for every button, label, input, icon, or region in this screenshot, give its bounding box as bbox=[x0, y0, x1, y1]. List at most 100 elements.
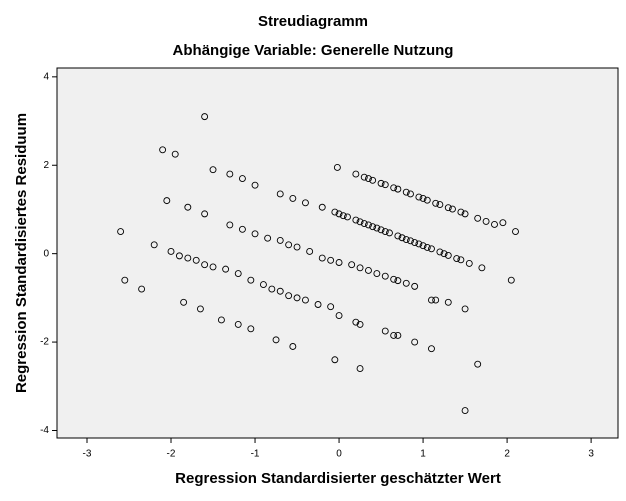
point bbox=[222, 265, 230, 273]
point bbox=[432, 296, 440, 304]
point bbox=[428, 296, 435, 304]
point bbox=[159, 146, 167, 154]
point bbox=[234, 320, 242, 328]
point bbox=[457, 256, 465, 264]
point bbox=[394, 185, 402, 193]
point bbox=[209, 263, 217, 271]
plot-area bbox=[56, 67, 619, 439]
point bbox=[184, 203, 192, 211]
point bbox=[386, 229, 393, 237]
point bbox=[474, 214, 482, 222]
point bbox=[381, 272, 389, 280]
x-tick-label: -1 bbox=[251, 449, 260, 460]
point bbox=[411, 338, 419, 346]
y-axis-label: Regression Standardisiertes Residuum bbox=[13, 113, 30, 393]
point bbox=[436, 248, 444, 256]
point bbox=[407, 237, 414, 245]
point bbox=[432, 199, 440, 207]
point bbox=[377, 226, 385, 234]
point bbox=[428, 345, 435, 353]
point bbox=[390, 331, 398, 339]
point bbox=[293, 243, 301, 251]
point bbox=[184, 254, 192, 262]
point bbox=[175, 252, 183, 260]
point bbox=[402, 188, 410, 196]
point bbox=[276, 287, 284, 295]
point bbox=[306, 248, 314, 255]
point bbox=[373, 270, 381, 278]
point bbox=[394, 232, 402, 240]
point bbox=[247, 325, 255, 333]
point bbox=[251, 230, 259, 238]
point bbox=[478, 264, 486, 272]
y-tick-label: 0 bbox=[43, 248, 49, 259]
point bbox=[356, 218, 364, 226]
point bbox=[344, 213, 351, 221]
point bbox=[201, 210, 209, 218]
point bbox=[348, 261, 356, 269]
point bbox=[276, 190, 284, 198]
point bbox=[163, 197, 171, 205]
point bbox=[331, 356, 339, 364]
point bbox=[276, 236, 284, 244]
point bbox=[449, 205, 456, 213]
point bbox=[440, 250, 448, 258]
point bbox=[394, 331, 402, 339]
point bbox=[293, 294, 301, 302]
x-tick-label: 3 bbox=[588, 449, 594, 460]
point bbox=[167, 248, 175, 255]
point bbox=[457, 208, 465, 216]
point bbox=[491, 221, 498, 228]
point bbox=[335, 259, 343, 266]
point bbox=[444, 251, 452, 259]
point bbox=[453, 255, 461, 262]
point bbox=[482, 217, 490, 225]
point bbox=[461, 305, 469, 313]
point bbox=[301, 296, 309, 304]
point bbox=[352, 170, 360, 178]
point bbox=[301, 199, 309, 207]
point bbox=[398, 234, 406, 242]
point bbox=[419, 242, 427, 250]
point bbox=[360, 173, 368, 181]
x-tick-label: 1 bbox=[420, 449, 426, 460]
point bbox=[192, 256, 200, 264]
point bbox=[381, 181, 389, 189]
point bbox=[365, 221, 372, 229]
point bbox=[234, 270, 242, 278]
point bbox=[423, 244, 431, 251]
point bbox=[226, 221, 234, 229]
point bbox=[402, 279, 410, 287]
point bbox=[407, 190, 414, 198]
point bbox=[411, 282, 419, 290]
point bbox=[365, 175, 372, 182]
point bbox=[339, 212, 347, 220]
point bbox=[268, 285, 276, 293]
point bbox=[314, 301, 322, 308]
point bbox=[381, 327, 389, 335]
point bbox=[415, 240, 423, 248]
point bbox=[461, 407, 469, 415]
point bbox=[209, 166, 217, 174]
point bbox=[117, 228, 125, 236]
y-tick-label: 4 bbox=[43, 71, 49, 82]
point bbox=[327, 303, 335, 311]
point bbox=[247, 276, 255, 284]
point bbox=[444, 298, 452, 306]
point bbox=[285, 292, 293, 300]
point bbox=[356, 264, 364, 272]
point bbox=[318, 254, 326, 262]
point bbox=[335, 210, 343, 218]
point bbox=[356, 365, 364, 373]
point bbox=[390, 275, 398, 283]
point bbox=[327, 256, 335, 264]
point bbox=[381, 228, 389, 236]
point bbox=[394, 277, 402, 285]
point bbox=[352, 318, 360, 326]
point bbox=[138, 285, 146, 293]
point bbox=[251, 181, 259, 189]
point bbox=[121, 276, 129, 284]
x-tick-label: -3 bbox=[83, 449, 92, 460]
point bbox=[507, 276, 515, 284]
